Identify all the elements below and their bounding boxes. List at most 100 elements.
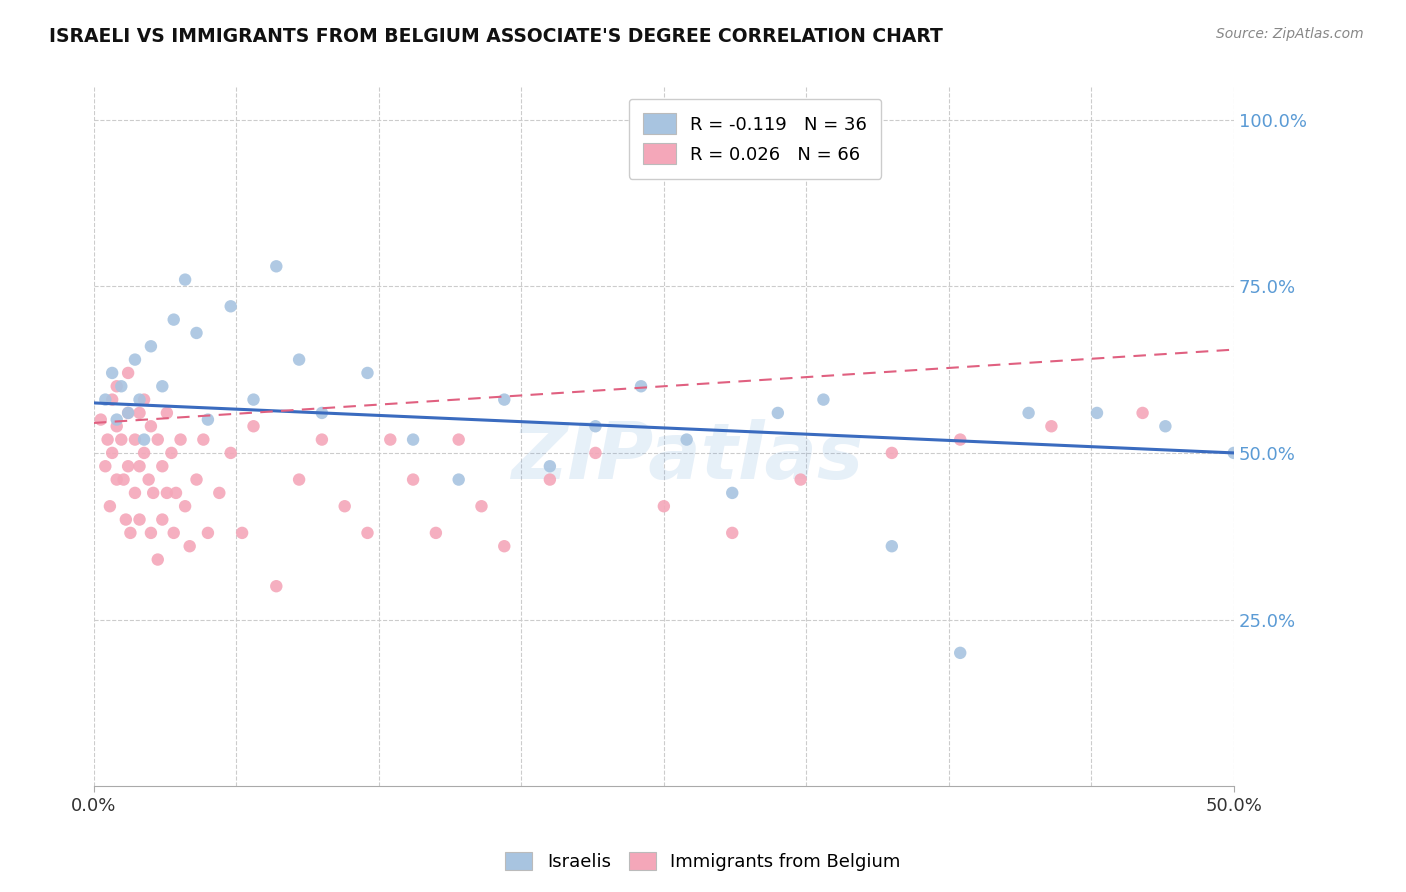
Point <box>115 512 138 526</box>
Point <box>165 486 187 500</box>
Point <box>813 392 835 407</box>
Point <box>124 352 146 367</box>
Point <box>494 539 516 553</box>
Text: ZIPatlas: ZIPatlas <box>510 419 863 495</box>
Point <box>94 459 117 474</box>
Legend: R = -0.119   N = 36, R = 0.026   N = 66: R = -0.119 N = 36, R = 0.026 N = 66 <box>628 99 882 178</box>
Point <box>380 433 402 447</box>
Text: ISRAELI VS IMMIGRANTS FROM BELGIUM ASSOCIATE'S DEGREE CORRELATION CHART: ISRAELI VS IMMIGRANTS FROM BELGIUM ASSOC… <box>49 27 943 45</box>
Point <box>1223 446 1246 460</box>
Point <box>94 392 117 407</box>
Point <box>208 486 231 500</box>
Point <box>110 379 132 393</box>
Point <box>132 392 155 407</box>
Point <box>174 272 197 286</box>
Point <box>138 473 160 487</box>
Point <box>150 512 173 526</box>
Point <box>156 486 179 500</box>
Point <box>98 500 121 514</box>
Point <box>117 406 139 420</box>
Point <box>197 525 219 540</box>
Point <box>179 539 201 553</box>
Point <box>174 500 197 514</box>
Point <box>105 419 128 434</box>
Point <box>447 473 470 487</box>
Point <box>101 446 124 460</box>
Point <box>219 446 242 460</box>
Point <box>128 392 150 407</box>
Point <box>219 299 242 313</box>
Point <box>124 486 146 500</box>
Point <box>139 419 162 434</box>
Point <box>356 525 378 540</box>
Point <box>139 339 162 353</box>
Point <box>186 473 208 487</box>
Point <box>120 525 142 540</box>
Point <box>652 500 675 514</box>
Point <box>117 459 139 474</box>
Point <box>146 552 169 566</box>
Point <box>101 392 124 407</box>
Point <box>156 406 179 420</box>
Point <box>1018 406 1040 420</box>
Point <box>139 525 162 540</box>
Point <box>142 486 165 500</box>
Point <box>186 326 208 340</box>
Point <box>311 433 333 447</box>
Point <box>1040 419 1063 434</box>
Point <box>470 500 492 514</box>
Point <box>242 392 264 407</box>
Point <box>880 539 903 553</box>
Point <box>128 512 150 526</box>
Point <box>288 473 311 487</box>
Point <box>128 459 150 474</box>
Point <box>132 433 155 447</box>
Point <box>425 525 447 540</box>
Point <box>538 473 561 487</box>
Point <box>112 473 135 487</box>
Point <box>585 419 607 434</box>
Point <box>311 406 333 420</box>
Point <box>90 412 112 426</box>
Point <box>101 366 124 380</box>
Point <box>494 392 516 407</box>
Point <box>1154 419 1177 434</box>
Point <box>169 433 191 447</box>
Point <box>721 486 744 500</box>
Point <box>160 446 183 460</box>
Point <box>231 525 253 540</box>
Text: Source: ZipAtlas.com: Source: ZipAtlas.com <box>1216 27 1364 41</box>
Point <box>124 433 146 447</box>
Point <box>105 379 128 393</box>
Point <box>880 446 903 460</box>
Point <box>333 500 356 514</box>
Point <box>105 412 128 426</box>
Legend: Israelis, Immigrants from Belgium: Israelis, Immigrants from Belgium <box>498 845 908 879</box>
Point <box>110 433 132 447</box>
Point <box>193 433 215 447</box>
Point <box>146 433 169 447</box>
Point <box>766 406 789 420</box>
Point <box>402 473 425 487</box>
Point <box>163 312 186 326</box>
Point <box>97 433 120 447</box>
Point <box>630 379 652 393</box>
Point <box>150 379 173 393</box>
Point <box>105 473 128 487</box>
Point <box>949 646 972 660</box>
Point <box>197 412 219 426</box>
Point <box>447 433 470 447</box>
Point <box>150 459 173 474</box>
Point <box>402 433 425 447</box>
Point <box>117 406 139 420</box>
Point <box>128 406 150 420</box>
Point <box>949 433 972 447</box>
Point <box>117 366 139 380</box>
Point <box>266 579 288 593</box>
Point <box>675 433 697 447</box>
Point <box>1085 406 1108 420</box>
Point <box>789 473 811 487</box>
Point <box>266 260 288 274</box>
Point <box>132 446 155 460</box>
Point <box>721 525 744 540</box>
